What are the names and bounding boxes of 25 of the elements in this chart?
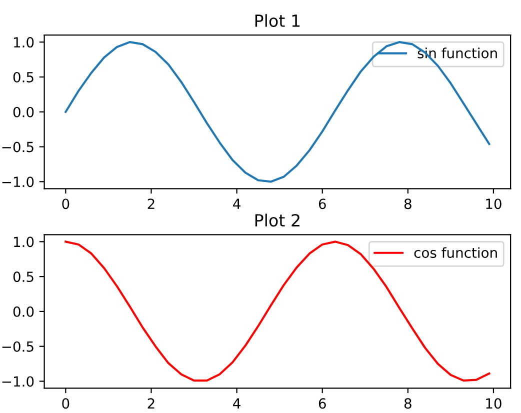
x-tick-label: 2 xyxy=(148,398,154,408)
x-tick-label: 6 xyxy=(318,198,326,210)
x-tick-label: 4 xyxy=(233,198,240,209)
legend-label: cos function xyxy=(414,247,497,258)
x-tick-label: 0 xyxy=(62,398,70,409)
y-tick-label: −1.0 xyxy=(2,376,34,387)
y-tick-label: −1.0 xyxy=(2,176,34,188)
y-tick-label: 0.5 xyxy=(13,72,34,82)
y-tick-label: 0.0 xyxy=(13,106,34,118)
x-tick-label: 10 xyxy=(486,398,502,409)
y-tick-label: 0.5 xyxy=(13,272,34,282)
y-tick-label: 1.0 xyxy=(14,236,34,248)
x-tick-label: 4 xyxy=(233,398,240,408)
chart-title: Plot 1 xyxy=(255,14,300,28)
x-tick-label: 2 xyxy=(148,198,154,209)
y-tick-label: −0.5 xyxy=(2,341,34,352)
y-tick-label: −0.5 xyxy=(2,142,34,152)
x-tick-label: 10 xyxy=(486,198,502,210)
y-tick-label: 0.0 xyxy=(13,306,34,317)
y-tick-label: 1.0 xyxy=(14,37,34,48)
x-tick-label: 8 xyxy=(404,198,412,210)
chart-title: Plot 2 xyxy=(255,214,300,227)
x-tick-label: 8 xyxy=(404,398,412,409)
x-tick-label: 6 xyxy=(318,398,326,409)
x-tick-label: 0 xyxy=(62,198,70,210)
